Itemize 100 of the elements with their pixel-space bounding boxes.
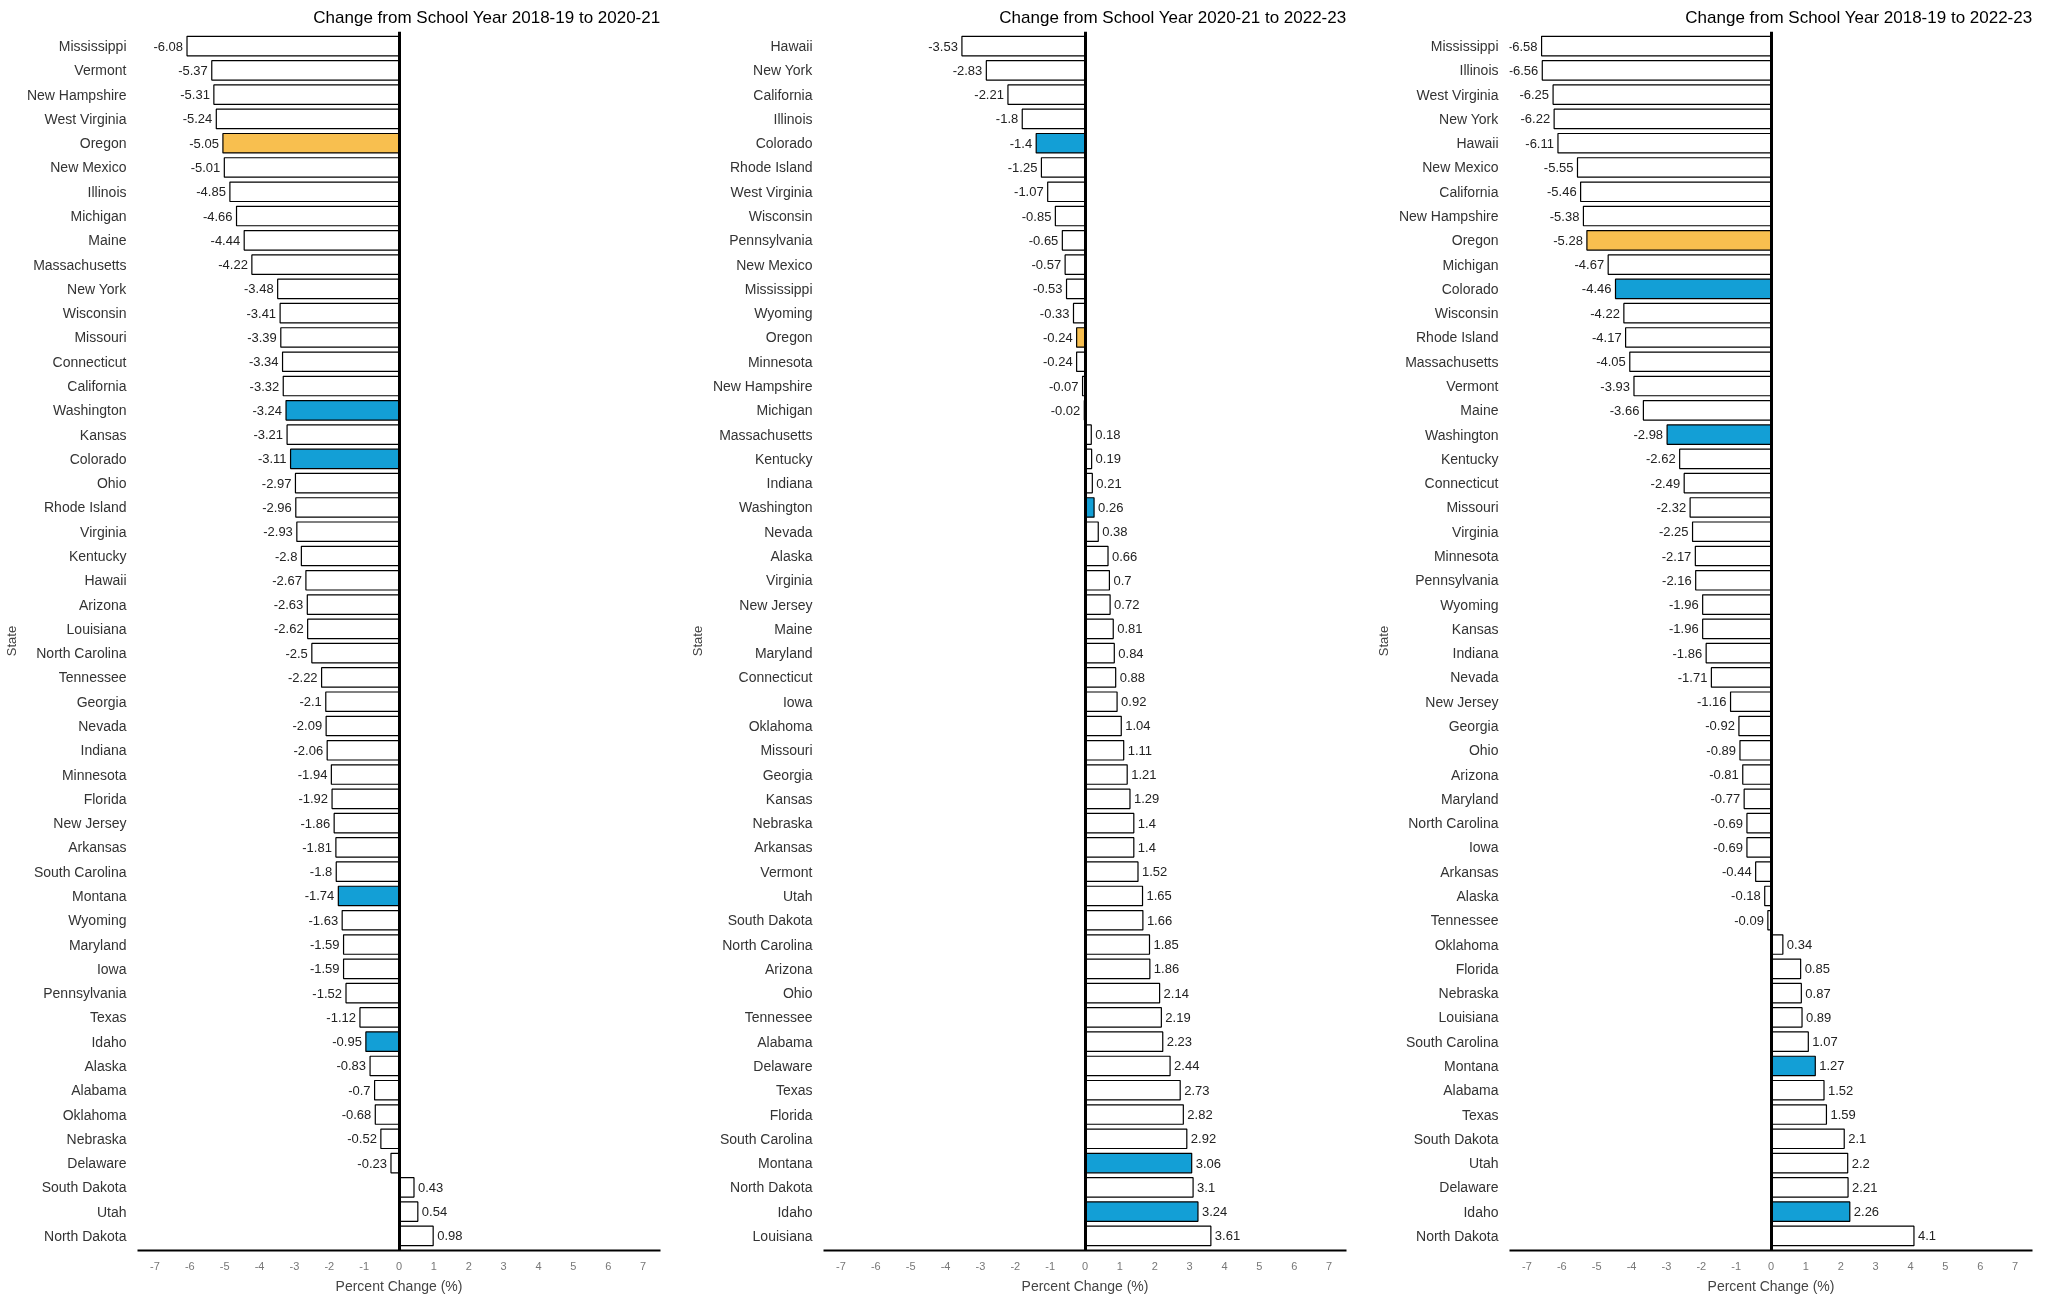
y-axis-title: State xyxy=(1375,625,1391,657)
y-tick-label: Wyoming xyxy=(68,912,127,929)
y-tick-label: Michigan xyxy=(1442,256,1499,273)
data-label: -1.96 xyxy=(1669,597,1699,613)
y-tick-label: Utah xyxy=(1468,1155,1499,1172)
y-tick-label: Kentucky xyxy=(1440,450,1499,467)
y-tick-label: Nebraska xyxy=(1438,985,1499,1002)
y-tick-label: Washington xyxy=(53,402,127,419)
y-tick-label: Kansas xyxy=(765,790,813,807)
y-tick-label: Washington xyxy=(739,499,813,516)
y-tick-label: Georgia xyxy=(76,693,127,710)
data-label: -2.1 xyxy=(299,694,322,710)
data-label: -0.24 xyxy=(1043,354,1073,370)
y-tick-label: Wisconsin xyxy=(748,208,813,225)
y-tick-label: Kansas xyxy=(1451,620,1499,637)
data-label: -3.32 xyxy=(249,378,280,394)
y-tick-label: Massachusetts xyxy=(1405,353,1499,370)
data-label: -1.74 xyxy=(304,888,335,904)
data-label: 0.87 xyxy=(1805,985,1831,1001)
x-tick-label: -7 xyxy=(150,1259,160,1272)
x-tick-label: -2 xyxy=(1696,1259,1707,1272)
y-tick-label: Kentucky xyxy=(754,450,813,467)
y-tick-label: Florida xyxy=(769,1106,813,1123)
data-label: 0.38 xyxy=(1102,524,1128,540)
x-tick-label: 1 xyxy=(1116,1259,1123,1272)
data-label: 3.06 xyxy=(1195,1155,1221,1171)
data-label: 1.85 xyxy=(1153,937,1179,953)
y-tick-label: New York xyxy=(1439,110,1500,127)
data-label: 1.27 xyxy=(1819,1058,1845,1074)
data-label: 0.43 xyxy=(417,1179,444,1195)
y-tick-label: Tennessee xyxy=(744,1009,813,1026)
y-tick-label: Maryland xyxy=(68,936,127,953)
data-label: -0.68 xyxy=(341,1107,372,1123)
x-tick-label: -4 xyxy=(1626,1259,1637,1272)
data-label: 0.7 xyxy=(1113,572,1132,588)
data-label: -0.69 xyxy=(1713,839,1743,855)
data-label: -1.86 xyxy=(300,815,331,831)
data-label: 2.23 xyxy=(1166,1034,1193,1050)
data-label: -1.96 xyxy=(1669,621,1699,637)
x-tick-label: -3 xyxy=(975,1259,986,1272)
y-tick-label: Montana xyxy=(72,887,127,904)
y-tick-label: Michigan xyxy=(756,402,813,419)
data-label: -0.18 xyxy=(1731,888,1761,904)
data-label: -4.22 xyxy=(218,257,248,273)
data-label: -1.63 xyxy=(308,912,339,928)
y-tick-label: Illinois xyxy=(1459,62,1499,79)
data-label: -6.08 xyxy=(153,38,184,54)
data-label: -2.97 xyxy=(261,475,292,491)
y-tick-label: Florida xyxy=(83,790,127,807)
x-tick-label: 0 xyxy=(395,1259,403,1272)
y-tick-label: Idaho xyxy=(777,1203,813,1220)
data-label: -2.17 xyxy=(1661,548,1692,564)
y-axis-title: State xyxy=(689,625,705,657)
data-label: -0.44 xyxy=(1722,864,1752,880)
y-tick-label: Virginia xyxy=(1452,523,1499,540)
y-tick-label: Wisconsin xyxy=(1434,305,1499,322)
y-tick-label: Arkansas xyxy=(1440,863,1499,880)
x-tick-label: 4 xyxy=(1907,1259,1914,1272)
x-tick-label: 3 xyxy=(1186,1259,1193,1272)
y-tick-label: Alabama xyxy=(757,1033,813,1050)
data-label: -3.11 xyxy=(257,451,287,467)
y-tick-label: California xyxy=(67,378,127,395)
data-label: -0.85 xyxy=(1021,208,1052,224)
y-tick-label: Florida xyxy=(1455,960,1499,977)
y-tick-label: Vermont xyxy=(74,62,127,79)
data-label: 0.89 xyxy=(1806,1009,1832,1025)
y-tick-label: North Dakota xyxy=(44,1227,127,1244)
x-tick-label: 4 xyxy=(535,1259,542,1272)
y-tick-label: South Dakota xyxy=(41,1179,127,1196)
data-label: -0.33 xyxy=(1039,305,1070,321)
data-label: -2.62 xyxy=(1646,451,1676,467)
data-label: -2.5 xyxy=(285,645,308,661)
data-label: -1.12 xyxy=(326,1009,356,1025)
data-label: -0.23 xyxy=(357,1155,387,1171)
y-tick-label: North Carolina xyxy=(722,936,813,953)
y-tick-label: Maine xyxy=(88,232,127,249)
y-tick-label: Utah xyxy=(782,887,813,904)
data-label: -4.05 xyxy=(1596,354,1626,370)
data-label: -5.37 xyxy=(178,62,208,78)
y-tick-label: Indiana xyxy=(1452,645,1499,662)
x-axis-title: Percent Change (%) xyxy=(1707,1277,1835,1294)
data-label: -4.67 xyxy=(1574,257,1605,273)
y-tick-label: Virginia xyxy=(80,523,127,540)
data-label: 2.44 xyxy=(1174,1058,1200,1074)
y-tick-label: South Carolina xyxy=(1405,1033,1499,1050)
data-label: 1.11 xyxy=(1127,742,1153,758)
data-label: -2.09 xyxy=(292,718,323,734)
y-tick-label: Montana xyxy=(758,1155,813,1172)
y-tick-label: South Carolina xyxy=(33,863,127,880)
y-tick-label: Minnesota xyxy=(747,353,813,370)
data-label: 0.84 xyxy=(1118,645,1144,661)
data-label: 3.24 xyxy=(1201,1204,1228,1220)
data-label: -1.8 xyxy=(309,864,333,880)
y-tick-label: Arizona xyxy=(1451,766,1499,783)
y-tick-label: Ohio xyxy=(782,985,813,1002)
data-label: -1.52 xyxy=(312,985,343,1001)
data-label: -1.71 xyxy=(1677,669,1708,685)
x-tick-label: 7 xyxy=(1326,1259,1333,1272)
y-tick-label: Virginia xyxy=(766,572,813,589)
y-tick-label: Vermont xyxy=(1446,378,1499,395)
